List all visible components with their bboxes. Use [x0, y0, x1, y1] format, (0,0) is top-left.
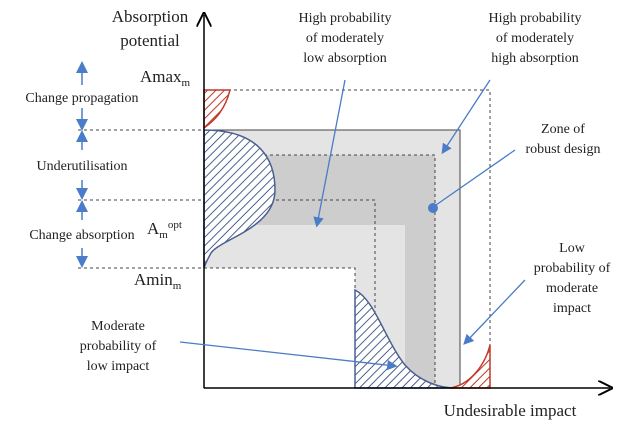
level-lines: [78, 129, 204, 269]
y-axis-label: Absorption: [112, 7, 189, 26]
callout-text: Low: [559, 241, 586, 256]
y-axis-label: potential: [120, 31, 180, 50]
level-label: Amaxm: [140, 67, 191, 89]
callout-text: High probability: [489, 11, 582, 26]
callout-text: probability of: [534, 261, 611, 276]
callout-text: high absorption: [491, 51, 579, 66]
callout-text: moderate: [546, 281, 598, 296]
band-label: Change absorption: [29, 228, 134, 243]
band-label: Change propagation: [25, 91, 138, 106]
callout-text: of moderately: [496, 31, 574, 46]
callout-text: of moderately: [306, 31, 384, 46]
callout-lines: [179, 79, 526, 371]
level-label: Aminm: [134, 270, 182, 292]
zones: [203, 89, 491, 389]
callout-text: impact: [553, 301, 591, 316]
callout-text: low absorption: [303, 51, 387, 66]
band-label: Underutilisation: [37, 159, 128, 174]
labels: Absorption potential Undesirable impact …: [25, 7, 610, 420]
callout-text: Zone of: [541, 122, 585, 137]
distributions: [203, 89, 491, 389]
axes: [204, 15, 610, 388]
callout-text: low impact: [87, 359, 150, 374]
callout-text: robust design: [525, 142, 600, 157]
callout-text: High probability: [299, 11, 392, 26]
level-label: Amopt: [147, 219, 182, 241]
x-axis-label: Undesirable impact: [444, 401, 577, 420]
callout-text: probability of: [80, 339, 157, 354]
callout-text: Moderate: [91, 319, 145, 334]
